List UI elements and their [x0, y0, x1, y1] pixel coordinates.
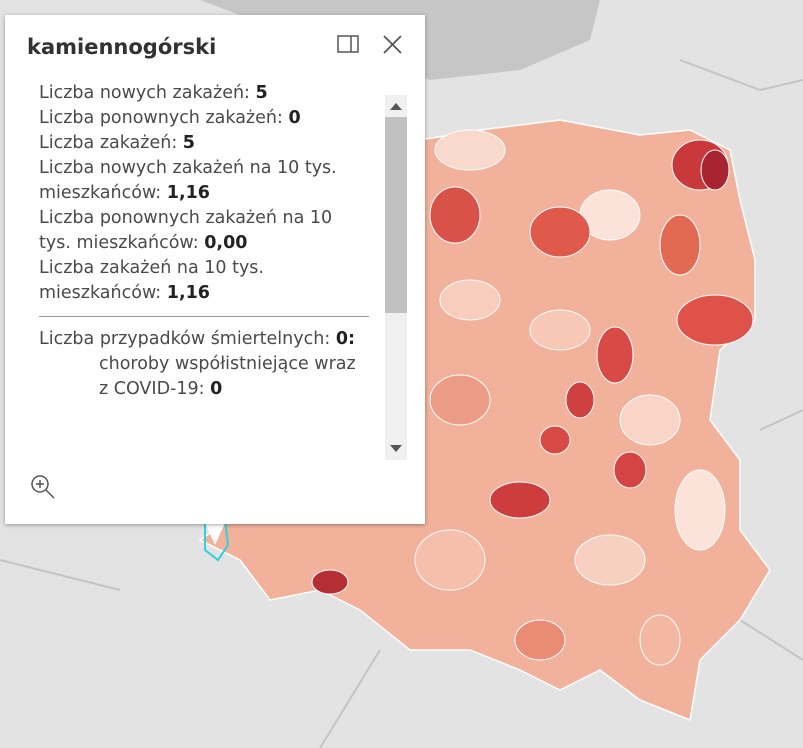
- scrollbar[interactable]: [385, 95, 407, 460]
- field-label: Liczba zakażeń na 10 tys. mieszkańców:: [39, 258, 264, 303]
- border-lines: [0, 59, 803, 748]
- popup-pointer: [205, 523, 225, 545]
- field-row: Liczba zakażeń na 10 tys. mieszkańców: 1…: [39, 256, 369, 306]
- field-row: Liczba nowych zakażeń na 10 tys. mieszka…: [39, 156, 369, 206]
- popup-content: Liczba nowych zakażeń: 5 Liczba ponownych…: [39, 81, 369, 446]
- field-label: Liczba przypadków śmiertelnych:: [39, 329, 331, 349]
- field-row: Liczba zakażeń: 5: [39, 131, 369, 156]
- field-row: Liczba ponownych zakażeń: 0: [39, 106, 369, 131]
- dock-button[interactable]: [337, 35, 361, 55]
- field-value: 1,16: [166, 283, 210, 303]
- field-value: 0: [210, 379, 223, 399]
- field-value: 5: [255, 83, 268, 103]
- field-row: choroby współistniejące wraz z COVID-19:…: [39, 352, 369, 402]
- field-label: Liczba nowych zakażeń na 10 tys. mieszka…: [39, 158, 337, 203]
- field-value: 0,00: [204, 233, 248, 253]
- field-label: Liczba ponownych zakażeń:: [39, 108, 283, 128]
- close-button[interactable]: [382, 34, 404, 56]
- zoom-to-button[interactable]: [29, 473, 57, 501]
- field-label: Liczba zakażeń:: [39, 133, 178, 153]
- field-label: choroby współistniejące wraz z COVID-19:: [99, 354, 356, 399]
- divider: [39, 316, 369, 317]
- field-value: 0: [288, 108, 301, 128]
- field-row: Liczba przypadków śmiertelnych: 0:: [39, 327, 369, 352]
- field-value: 0:: [335, 329, 355, 349]
- field-row: Liczba nowych zakażeń: 5: [39, 81, 369, 106]
- field-label: Liczba nowych zakażeń:: [39, 83, 250, 103]
- field-label: Liczba ponownych zakażeń na 10 tys. mies…: [39, 208, 333, 253]
- districts: [311, 129, 754, 666]
- field-row: Liczba ponownych zakażeń na 10 tys. mies…: [39, 206, 369, 256]
- field-value: 1,16: [166, 183, 210, 203]
- scroll-thumb[interactable]: [385, 117, 407, 313]
- popup-title: kamiennogórski: [27, 35, 217, 59]
- field-value: 5: [182, 133, 195, 153]
- scroll-arrows[interactable]: [385, 95, 407, 460]
